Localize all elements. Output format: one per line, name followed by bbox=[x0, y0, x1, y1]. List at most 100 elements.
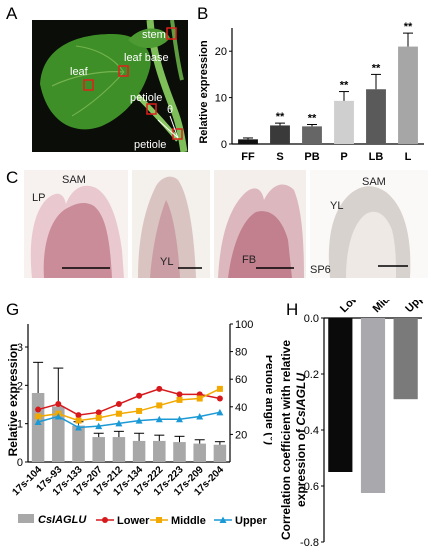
upper-stem-shape bbox=[170, 19, 184, 81]
chart-g-bar bbox=[112, 437, 126, 462]
stem-label: stem bbox=[142, 29, 166, 41]
sam-label: SAM bbox=[62, 174, 86, 186]
chart-h-ytick-label: -0.8 bbox=[300, 537, 319, 549]
chart-g-point-middle bbox=[115, 410, 122, 417]
chart-g-point-middle bbox=[35, 413, 42, 420]
chart-h-ylabel-prefix: expression of bbox=[294, 426, 308, 507]
chart-g-point-upper bbox=[54, 412, 62, 420]
chart-h-ytick-label: -0.2 bbox=[300, 369, 319, 381]
angle-line bbox=[157, 119, 179, 139]
sam-label: SAM bbox=[362, 176, 386, 188]
chart-g-point-upper bbox=[155, 415, 163, 423]
tissue-shape bbox=[43, 203, 112, 278]
leaf-base-box bbox=[118, 65, 129, 77]
chart-g-point-upper bbox=[115, 419, 123, 427]
chart-g-ytick-right-label: 100 bbox=[235, 319, 253, 331]
chart-g-point-lower bbox=[216, 395, 223, 402]
chart-g-point-middle bbox=[196, 395, 203, 402]
histology-f: SAM YL SP6 bbox=[310, 170, 428, 278]
chart-g-point-lower bbox=[156, 385, 163, 392]
histology-e: FB bbox=[214, 170, 306, 278]
chart-g-point-lower bbox=[55, 401, 62, 408]
panel-letter-c: C bbox=[6, 168, 19, 187]
leaf-blade-shape bbox=[40, 34, 151, 130]
chart-b-bar bbox=[238, 139, 258, 144]
histology-c-drawing bbox=[30, 185, 124, 278]
leaf-vein-shape bbox=[71, 71, 125, 117]
chart-b-bar bbox=[366, 89, 386, 144]
chart-b-ylabel: Relative expression bbox=[198, 40, 210, 144]
lp-label: LP bbox=[32, 192, 46, 204]
chart-g-point-lower bbox=[75, 412, 82, 419]
chart-g-legend-label: Upper bbox=[235, 515, 268, 527]
chart-g-legend-marker bbox=[219, 516, 227, 523]
sp6-label: SP6 bbox=[310, 264, 331, 276]
chart-g-ytick-label: 2 bbox=[17, 380, 23, 392]
chart-g-point-lower bbox=[136, 392, 143, 399]
chart-h: Correlation coefficient with relative ex… bbox=[279, 300, 434, 549]
chart-g-line-upper bbox=[37, 411, 221, 429]
chart-h-ytick-label: -0.6 bbox=[300, 481, 319, 493]
stem-box bbox=[166, 27, 177, 40]
chart-g-ylabel-right: Petiole angle (°) bbox=[263, 355, 272, 445]
chart-g-point-middle bbox=[95, 414, 102, 421]
chart-g-ytick-label: 3 bbox=[17, 342, 23, 354]
fb-label: FB bbox=[242, 254, 257, 266]
chart-b-significance: ** bbox=[404, 21, 413, 33]
chart-g-point-lower bbox=[115, 401, 122, 408]
chart-g-bar bbox=[153, 440, 166, 462]
chart-g-point-middle bbox=[136, 407, 143, 414]
chart-g-ytick-label: 0 bbox=[17, 457, 23, 469]
chart-g-bar bbox=[52, 406, 65, 462]
chart-g-point-middle bbox=[156, 402, 163, 409]
chart-g-bar bbox=[31, 393, 45, 462]
chart-g-point-middle bbox=[75, 417, 82, 424]
chart-g-bar bbox=[213, 444, 227, 462]
chart-b-ytick-label: 20 bbox=[215, 46, 227, 58]
chart-g-bar bbox=[193, 443, 206, 462]
tissue-shape bbox=[150, 200, 180, 278]
chart-b-category-label: L bbox=[405, 151, 412, 163]
chart-g-ytick-label: 1 bbox=[17, 419, 23, 431]
chart-b-bar bbox=[302, 126, 322, 144]
leaf-vein-shape bbox=[75, 45, 125, 73]
chart-g-point-lower bbox=[176, 391, 183, 398]
chart-g-point-upper bbox=[196, 412, 204, 420]
chart-b-significance: ** bbox=[276, 111, 285, 123]
tissue-shape bbox=[228, 211, 292, 278]
chart-g-point-middle bbox=[176, 396, 183, 403]
histology-c: SAM LP bbox=[24, 170, 128, 278]
chart-g-line-lower bbox=[37, 388, 221, 416]
chart-g-point-middle bbox=[216, 385, 223, 392]
chart-b-bar bbox=[398, 46, 418, 144]
chart-g-point-upper bbox=[216, 408, 224, 416]
petiole-box bbox=[146, 103, 157, 115]
theta-label: θ bbox=[167, 104, 174, 116]
leaf-box bbox=[83, 79, 94, 91]
chart-b-significance: ** bbox=[372, 62, 381, 74]
chart-g-point-upper bbox=[176, 415, 183, 423]
chart-b-category-label: LB bbox=[369, 151, 384, 163]
chart-h-bar bbox=[360, 318, 386, 493]
chart-b: Relative expression 0 10 20 FF ** S ** PB ** P ** L… bbox=[198, 21, 424, 163]
chart-g-legend-label: Middle bbox=[171, 515, 206, 527]
chart-h-ytick-label: 0.0 bbox=[304, 313, 319, 325]
chart-b-ytick-label: 10 bbox=[215, 93, 227, 105]
chart-b-category-label: PB bbox=[304, 151, 319, 163]
chart-h-bar bbox=[328, 318, 353, 472]
chart-g-legend-bar-swatch bbox=[18, 514, 34, 523]
chart-b-bar bbox=[270, 125, 290, 144]
petiole-label: petiole bbox=[130, 92, 163, 104]
chart-g-legend-marker bbox=[102, 517, 108, 523]
chart-g-point-upper bbox=[135, 417, 143, 424]
chart-g-bar bbox=[173, 442, 186, 462]
yl-label: YL bbox=[330, 200, 344, 212]
chart-g-ytick-right-label: 20 bbox=[235, 429, 247, 441]
histology-e-drawing bbox=[218, 184, 304, 278]
chart-h-ylabel-gene: CsIAGLU bbox=[294, 373, 308, 426]
angle-line bbox=[169, 115, 179, 139]
chart-g-ytick-right-label: 40 bbox=[235, 402, 247, 414]
chart-b-bar bbox=[334, 100, 354, 144]
panel-letter-a: A bbox=[6, 4, 18, 23]
chart-g-bar bbox=[72, 425, 85, 462]
